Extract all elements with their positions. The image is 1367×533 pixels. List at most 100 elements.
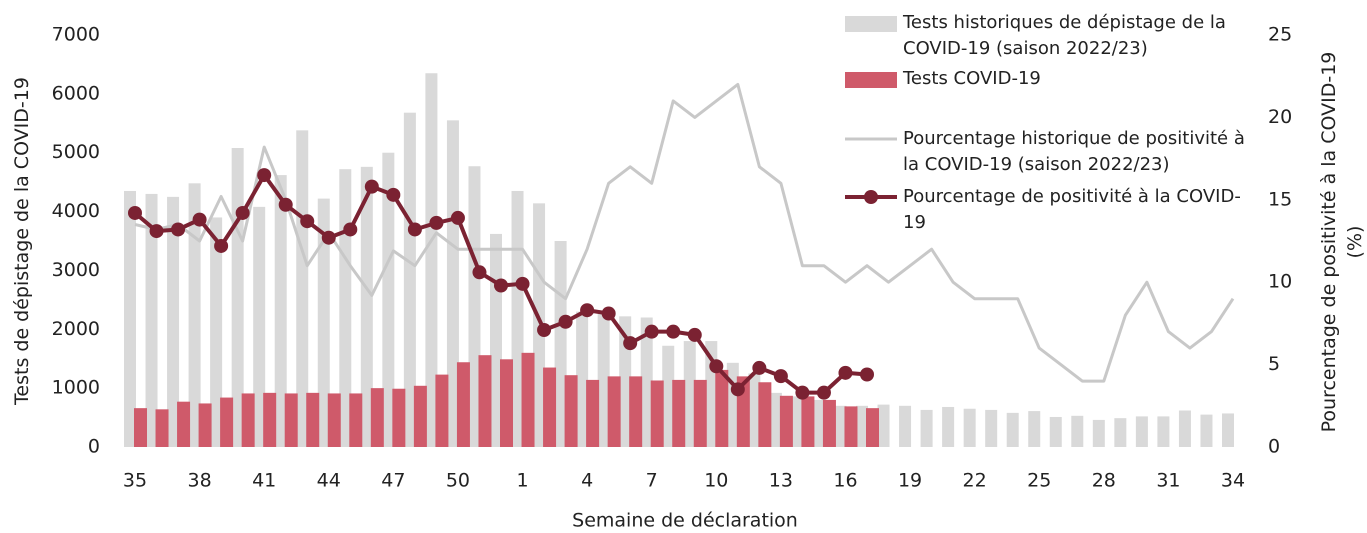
marker: [773, 369, 788, 384]
bar: [1200, 414, 1213, 447]
x-tick-label: 1: [516, 470, 528, 492]
marker: [450, 210, 465, 225]
y2-tick-label: 10: [1268, 271, 1292, 293]
bar: [253, 206, 266, 447]
marker: [730, 382, 745, 397]
bar: [683, 341, 696, 447]
x-tick-label: 7: [646, 470, 658, 492]
bar: [779, 395, 793, 447]
bar: [1006, 412, 1019, 447]
marker: [580, 303, 595, 318]
y2-tick-label: 25: [1268, 24, 1292, 46]
y-tick-label: 0: [88, 436, 100, 458]
x-tick-label: 4: [581, 470, 593, 492]
bar: [370, 388, 384, 447]
legend-label: Pourcentage historique de positivité à l…: [903, 128, 1245, 175]
bar: [124, 190, 136, 447]
x-tick-label: 35: [123, 470, 147, 492]
y-tick-label: 3000: [52, 259, 100, 281]
bar: [650, 380, 664, 447]
y2-tick-label: 5: [1268, 353, 1280, 375]
bar: [748, 373, 761, 447]
marker: [235, 205, 250, 220]
bar: [1092, 419, 1105, 447]
x-tick-label: 47: [381, 470, 405, 492]
bar: [1114, 418, 1127, 447]
bar: [478, 355, 492, 447]
marker: [838, 365, 853, 380]
bar: [812, 399, 825, 447]
marker: [343, 222, 358, 237]
x-tick-label: 41: [252, 470, 276, 492]
legend-label: Tests historiques de dépistage de la COV…: [903, 12, 1226, 59]
bar: [263, 392, 277, 447]
bar: [456, 362, 470, 447]
marker: [860, 367, 874, 382]
marker: [321, 230, 336, 245]
bar: [392, 388, 406, 447]
y-tick-label: 7000: [52, 24, 100, 46]
bar: [435, 374, 449, 447]
bar: [597, 311, 610, 447]
bar: [693, 379, 707, 447]
y-tick-label: 6000: [52, 82, 100, 104]
x-tick-label: 25: [1027, 470, 1051, 492]
bar: [715, 369, 729, 447]
marker: [687, 327, 702, 342]
bar: [274, 175, 287, 447]
x-tick-label: 13: [769, 470, 793, 492]
y-tick-label: 2000: [52, 318, 100, 340]
y-axis-title: Tests de dépistage de la COVID-19: [11, 77, 33, 405]
bar: [607, 376, 621, 447]
marker: [515, 276, 530, 291]
marker: [709, 359, 724, 374]
bar: [576, 311, 589, 447]
x-tick-label: 22: [963, 470, 987, 492]
bar: [758, 382, 772, 447]
x-tick-label: 50: [446, 470, 470, 492]
bar: [1222, 413, 1234, 447]
marker: [149, 224, 164, 239]
marker: [128, 205, 142, 220]
y2-axis-title: Pourcentage de positivité à la COVID-19 …: [1318, 51, 1366, 433]
x-tick-label: 16: [833, 470, 857, 492]
bar: [963, 408, 976, 447]
marker: [364, 179, 379, 194]
bar: [856, 405, 868, 447]
bar: [167, 196, 180, 447]
bar: [521, 352, 535, 447]
x-tick-label: 44: [317, 470, 341, 492]
marker: [623, 336, 638, 351]
marker: [472, 265, 487, 280]
bar: [306, 392, 320, 447]
bar: [134, 408, 147, 447]
bar: [920, 409, 933, 447]
bar: [403, 112, 416, 447]
legend-label: Pourcentage de positivité à la COVID-19: [903, 186, 1241, 233]
bar: [866, 408, 879, 447]
bar: [985, 409, 998, 447]
y-tick-label: 5000: [52, 141, 100, 163]
bar: [145, 193, 158, 447]
marker: [795, 385, 810, 400]
bar: [177, 401, 191, 447]
legend-label: Tests COVID-19: [903, 68, 1041, 89]
bar: [468, 166, 481, 447]
marker: [192, 212, 207, 227]
bar: [210, 217, 223, 447]
marker: [278, 197, 293, 212]
marker: [752, 360, 767, 375]
bar: [284, 393, 298, 447]
legend-swatch: [845, 16, 897, 32]
bar: [791, 396, 804, 447]
bar: [564, 375, 578, 447]
bar: [349, 393, 363, 447]
bar: [1178, 410, 1191, 447]
marker: [407, 222, 422, 237]
y-tick-label: 4000: [52, 200, 100, 222]
bar: [155, 409, 169, 447]
bar: [662, 345, 675, 447]
marker: [816, 385, 831, 400]
